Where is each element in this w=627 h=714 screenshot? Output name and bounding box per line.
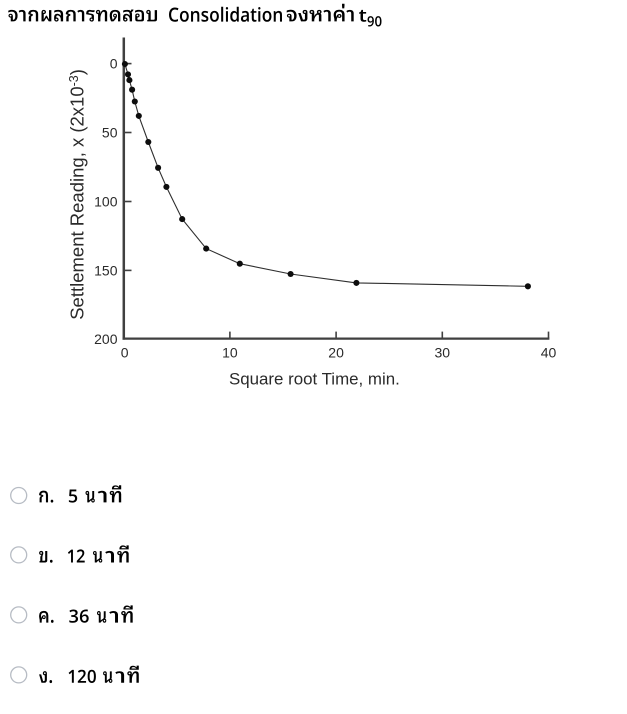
svg-text:0: 0 (110, 56, 118, 72)
svg-text:20: 20 (328, 344, 344, 360)
svg-text:Settlement Reading, x (2x10: Settlement Reading, x (2x10 (67, 86, 88, 319)
svg-text:Square root Time, min.: Square root Time, min. (229, 370, 400, 389)
svg-text:10: 10 (222, 344, 238, 360)
svg-text:40: 40 (541, 344, 557, 360)
svg-text:-3: -3 (67, 75, 81, 86)
svg-text:): ) (67, 69, 88, 75)
svg-text:100: 100 (94, 194, 118, 210)
svg-text:50: 50 (102, 125, 118, 141)
svg-text:0: 0 (121, 344, 129, 360)
svg-text:200: 200 (94, 331, 118, 347)
svg-text:150: 150 (94, 263, 118, 279)
svg-text:30: 30 (435, 344, 451, 360)
